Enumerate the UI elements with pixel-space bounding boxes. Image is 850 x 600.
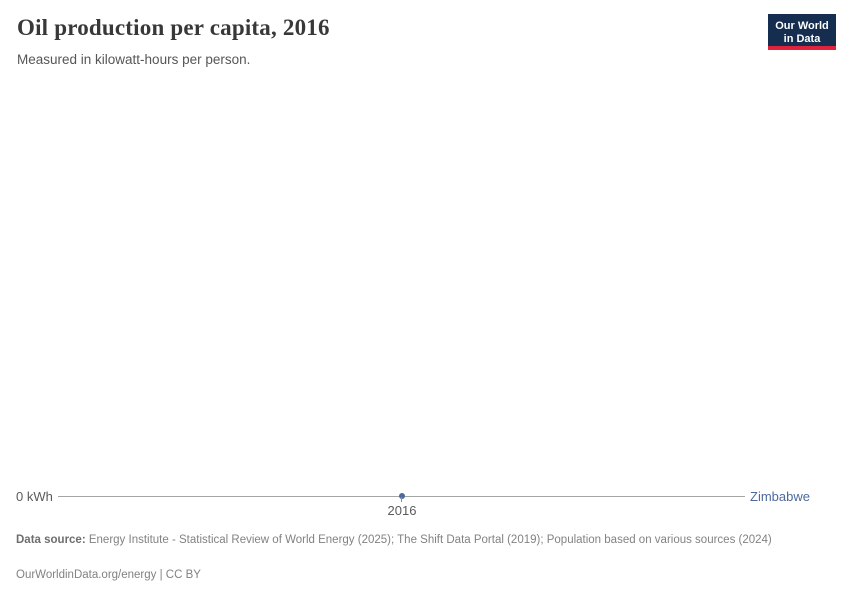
- entity-label-zimbabwe[interactable]: Zimbabwe: [750, 489, 810, 504]
- owid-logo-line2: in Data: [783, 33, 821, 45]
- footer-link[interactable]: OurWorldinData.org/energy | CC BY: [16, 569, 201, 581]
- y-axis-zero-label: 0 kWh: [16, 489, 53, 504]
- page-title: Oil production per capita, 2016: [17, 15, 330, 40]
- owid-logo-line1: Our World: [775, 20, 829, 32]
- data-point-marker[interactable]: [399, 493, 405, 499]
- x-axis-tick: [401, 497, 402, 502]
- data-source-label: Data source:: [16, 534, 86, 546]
- data-source-note: Data source: Energy Institute - Statisti…: [16, 533, 812, 548]
- data-source-text: Energy Institute - Statistical Review of…: [85, 534, 772, 546]
- x-axis-tick-label: 2016: [387, 503, 417, 518]
- chart-subtitle: Measured in kilowatt-hours per person.: [17, 52, 251, 67]
- owid-logo[interactable]: Our World in Data: [768, 14, 836, 50]
